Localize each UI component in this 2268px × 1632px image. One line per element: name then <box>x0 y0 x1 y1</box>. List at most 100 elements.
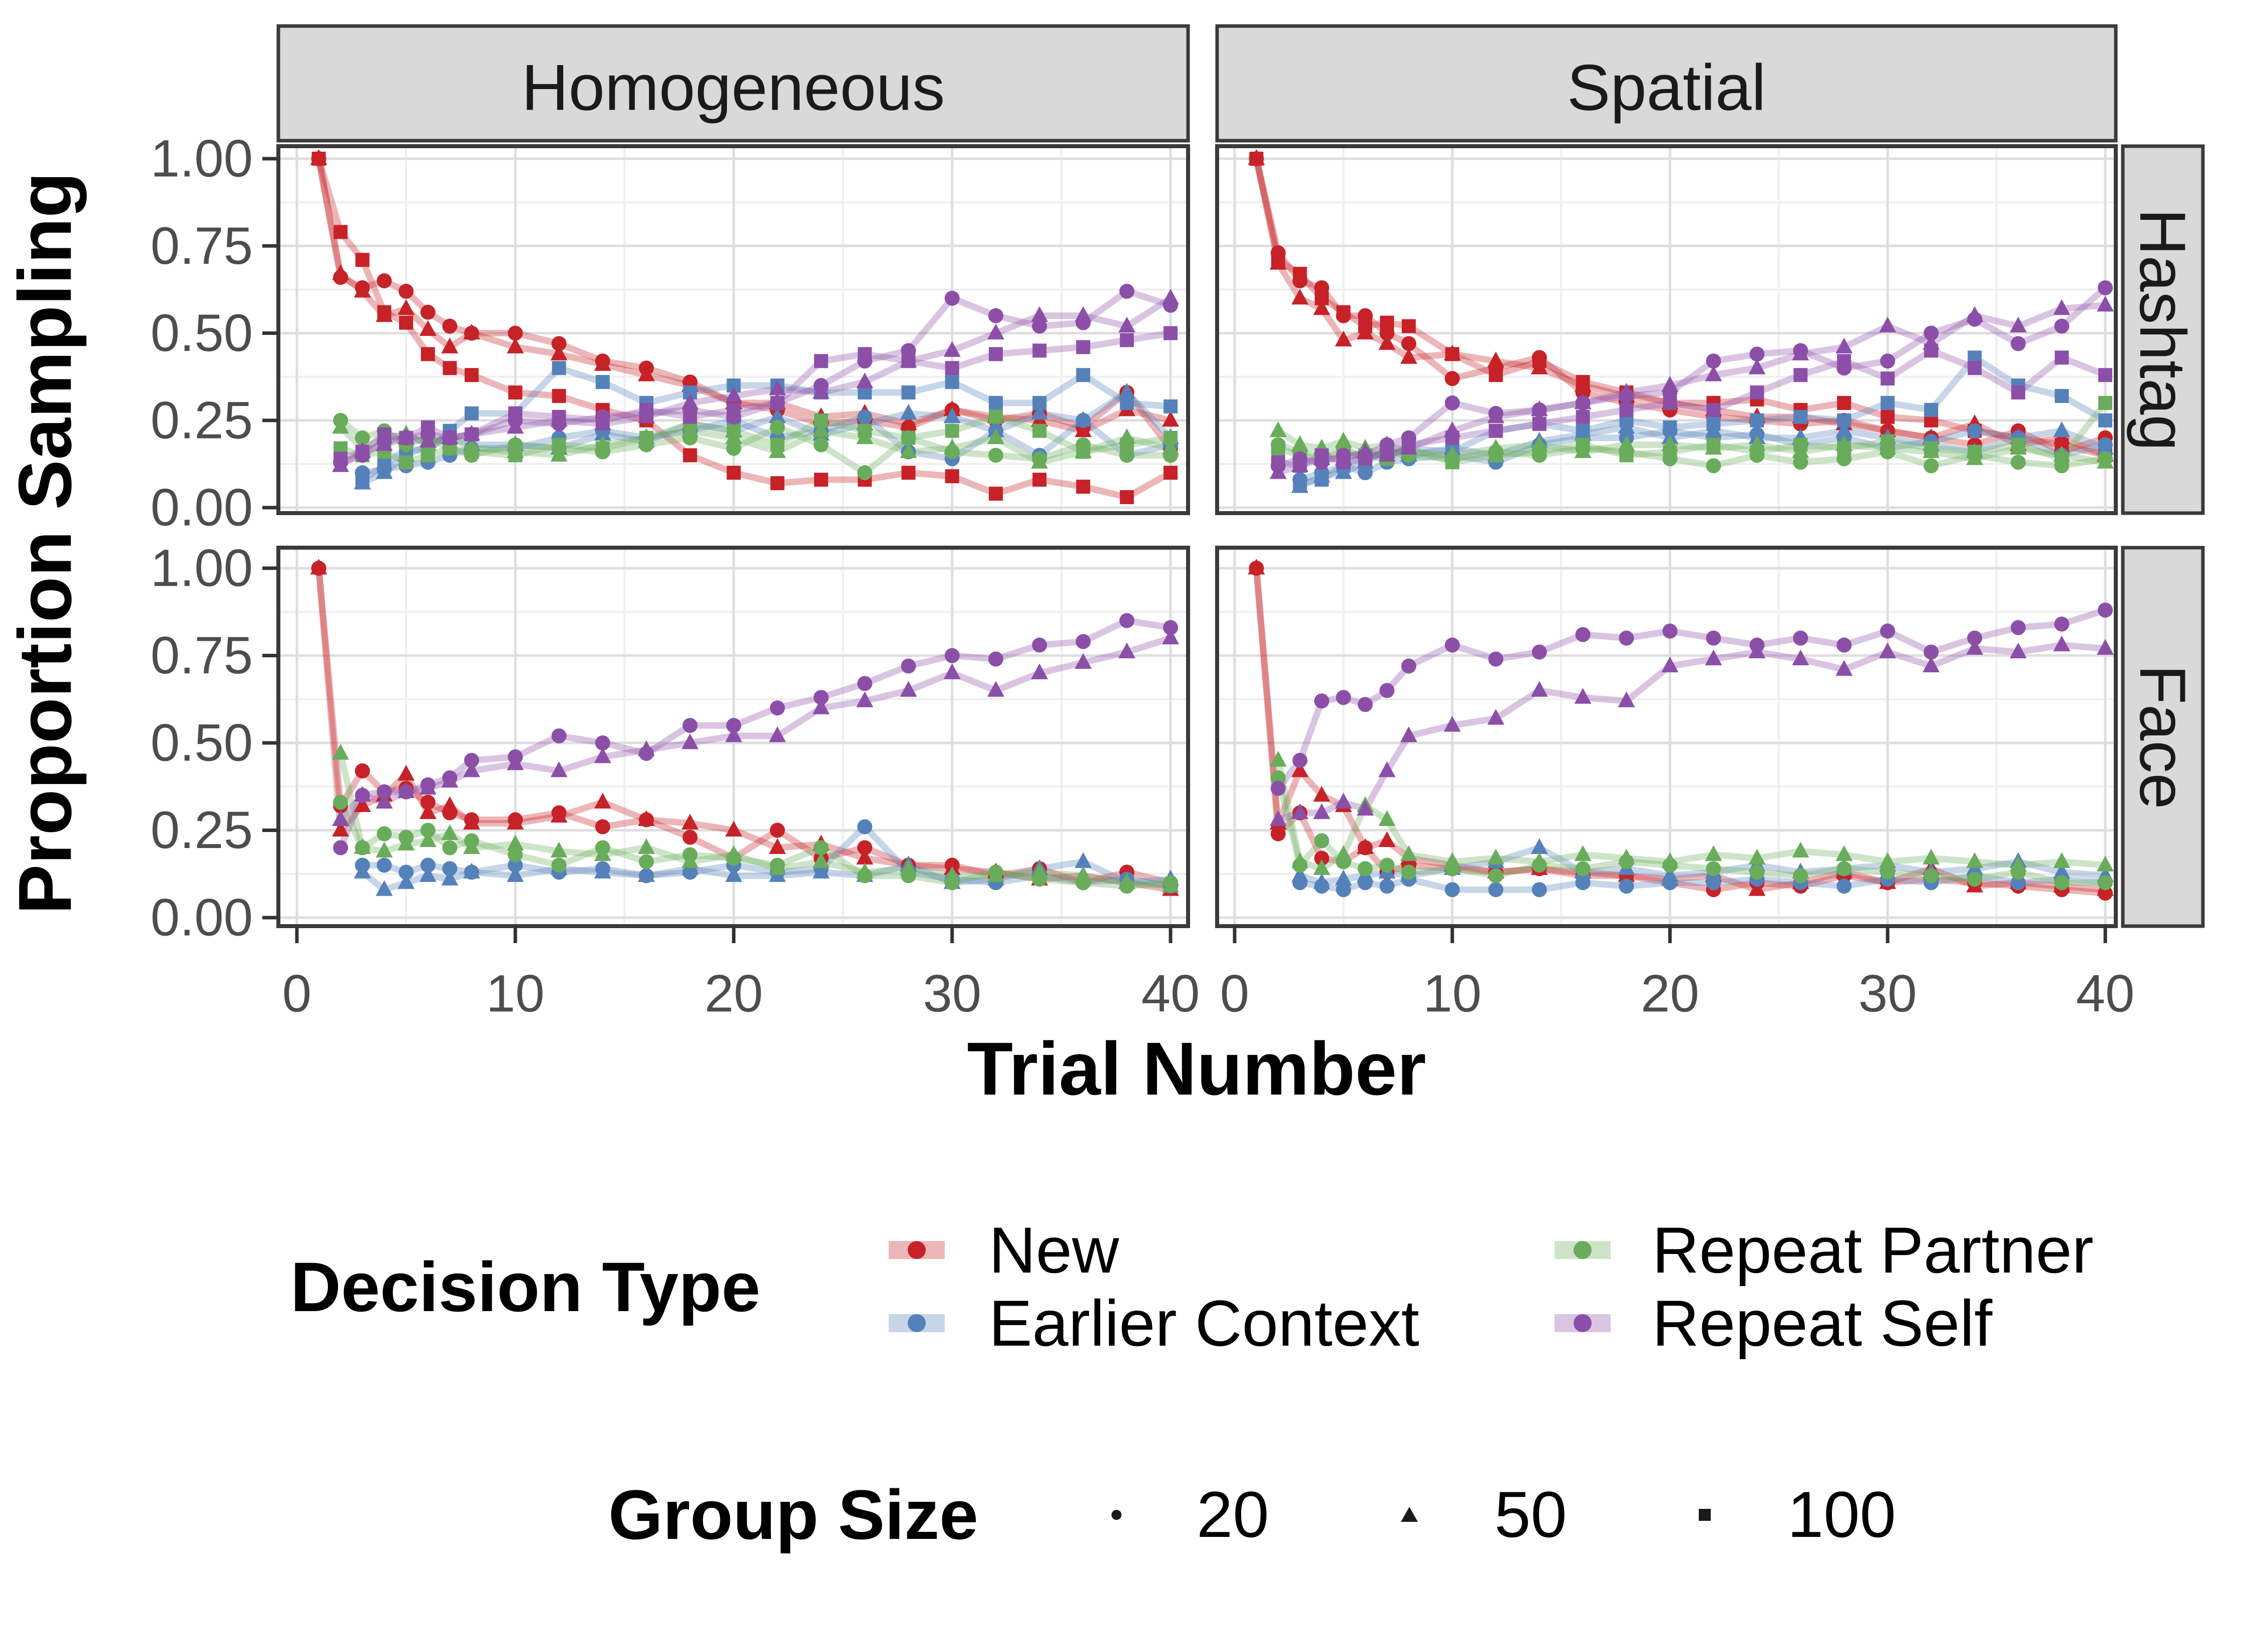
data-point-repeat-self-20 <box>2054 318 2070 334</box>
data-point-repeat-partner-50 <box>1923 849 1940 865</box>
data-point-repeat-partner-100 <box>1576 438 1590 452</box>
data-point-repeat-partner-50 <box>1748 849 1766 865</box>
data-point-repeat-partner-50 <box>375 842 393 858</box>
data-point-repeat-partner-50 <box>987 428 1004 445</box>
data-point-repeat-partner-50 <box>1031 863 1048 879</box>
data-point-repeat-partner-50 <box>550 446 568 462</box>
data-point-repeat-partner-50 <box>1792 842 1809 858</box>
data-point-repeat-partner-20 <box>1880 865 1896 880</box>
group-size-legend-title: Group Size <box>608 1475 978 1554</box>
data-point-new-50 <box>353 281 371 298</box>
data-point-repeat-partner-20 <box>1793 868 1808 884</box>
data-point-repeat-self-20 <box>857 676 873 691</box>
data-point-repeat-self-50 <box>1487 407 1504 424</box>
data-point-repeat-partner-50 <box>769 859 786 875</box>
data-point-repeat-partner-50 <box>1335 845 1352 861</box>
data-point-repeat-self-100 <box>683 410 697 424</box>
data-point-repeat-self-50 <box>1705 365 1722 381</box>
data-point-earlier-context-50 <box>1074 411 1092 427</box>
data-point-earlier-context-100 <box>1793 410 1808 424</box>
panel-border <box>276 144 1190 515</box>
data-point-new-50 <box>1335 330 1352 346</box>
data-point-repeat-partner-50 <box>1291 852 1309 868</box>
data-point-repeat-partner-100 <box>989 410 1003 424</box>
data-point-earlier-context-100 <box>1293 476 1307 491</box>
data-point-repeat-self-50 <box>1031 306 1048 322</box>
data-point-repeat-self-100 <box>1576 410 1590 424</box>
data-point-repeat-self-20 <box>1924 325 1939 341</box>
data-point-repeat-self-50 <box>638 740 655 756</box>
data-point-earlier-context-50 <box>1074 852 1092 868</box>
data-point-repeat-partner-50 <box>2097 453 2114 469</box>
data-point-repeat-partner-50 <box>594 845 611 861</box>
data-point-earlier-context-100 <box>1837 413 1851 428</box>
data-point-new-50 <box>594 792 611 809</box>
data-point-new-100 <box>355 253 369 267</box>
data-point-new-100 <box>1293 267 1307 281</box>
y-tick-label: 1.00 <box>151 130 253 188</box>
data-point-repeat-self-50 <box>441 771 459 788</box>
data-point-new-50 <box>310 559 327 575</box>
facet-strip-homogeneous <box>276 24 1190 143</box>
data-point-earlier-context-20 <box>420 858 436 873</box>
data-point-earlier-context-50 <box>1118 382 1136 399</box>
data-point-repeat-self-50 <box>725 386 742 402</box>
y-tick-label: 0.75 <box>151 217 253 275</box>
data-point-repeat-partner-20 <box>1967 872 1983 887</box>
data-point-new-50 <box>550 806 568 823</box>
data-point-repeat-self-20 <box>770 700 785 716</box>
series-line-earlier-context-20 <box>359 414 1174 476</box>
data-point-repeat-self-50 <box>507 418 524 434</box>
data-point-new-50 <box>769 838 786 854</box>
decision-type-legend-title: Decision Type <box>290 1248 761 1326</box>
data-point-repeat-partner-20 <box>1401 865 1416 880</box>
data-point-repeat-self-100 <box>465 427 479 442</box>
data-point-repeat-self-50 <box>1335 792 1352 809</box>
data-point-new-100 <box>1380 315 1394 330</box>
data-point-new-100 <box>311 152 326 166</box>
data-point-earlier-context-50 <box>1835 421 1853 438</box>
data-point-repeat-self-50 <box>1443 716 1461 732</box>
panel-points-spatial-hashtag <box>1248 149 2114 493</box>
data-point-repeat-self-100 <box>1750 385 1764 399</box>
data-point-repeat-partner-100 <box>1488 448 1503 463</box>
data-point-new-50 <box>1378 334 1396 350</box>
data-point-earlier-context-20 <box>442 861 458 877</box>
group-size-50-label: 50 <box>1494 1478 1567 1551</box>
data-point-new-50 <box>681 813 699 830</box>
data-point-new-100 <box>1314 291 1329 305</box>
legend-key-repeat-partner <box>1555 1217 1611 1283</box>
data-point-earlier-context-20 <box>1379 879 1395 894</box>
data-point-repeat-self-20 <box>1880 623 1896 639</box>
data-point-repeat-partner-100 <box>1032 424 1047 438</box>
data-point-repeat-partner-50 <box>681 852 699 868</box>
data-point-repeat-self-50 <box>1574 688 1592 704</box>
data-point-new-50 <box>1291 761 1309 777</box>
data-point-new-20 <box>442 318 458 334</box>
data-point-earlier-context-20 <box>1967 423 1983 439</box>
panel-border <box>1215 144 2118 515</box>
data-point-repeat-self-100 <box>1488 424 1503 438</box>
x-tick-label: 20 <box>1641 965 1699 1023</box>
data-point-new-100 <box>508 385 523 399</box>
data-point-repeat-self-20 <box>1357 697 1373 712</box>
data-point-earlier-context-50 <box>1335 870 1352 886</box>
data-point-new-100 <box>1271 253 1285 267</box>
data-point-earlier-context-100 <box>377 459 392 473</box>
data-point-repeat-partner-50 <box>1574 845 1592 861</box>
data-point-repeat-partner-50 <box>1966 852 1984 868</box>
legend-point-repeat-partner <box>1574 1241 1592 1259</box>
data-point-repeat-partner-20 <box>1706 861 1721 877</box>
data-point-repeat-self-50 <box>353 785 371 802</box>
data-point-repeat-partner-50 <box>1378 810 1396 827</box>
data-point-repeat-self-100 <box>726 402 741 417</box>
data-point-new-100 <box>814 473 828 487</box>
data-point-repeat-partner-50 <box>2097 856 2114 872</box>
x-tick-label: 0 <box>1220 965 1249 1023</box>
data-point-repeat-self-50 <box>1879 642 1897 659</box>
facet-strip-label-hashtag: Hashtag <box>2126 208 2199 451</box>
x-tick-label: 30 <box>1858 965 1917 1023</box>
data-point-new-50 <box>463 323 480 339</box>
data-point-earlier-context-20 <box>399 865 414 880</box>
data-point-repeat-partner-20 <box>1924 458 1939 474</box>
